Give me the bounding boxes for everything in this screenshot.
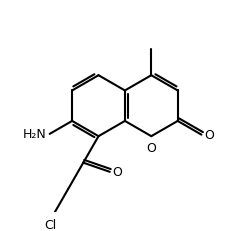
Text: Cl: Cl: [44, 218, 57, 231]
Text: H₂N: H₂N: [23, 128, 47, 141]
Text: O: O: [205, 129, 214, 142]
Text: O: O: [146, 141, 156, 154]
Text: O: O: [112, 166, 122, 179]
